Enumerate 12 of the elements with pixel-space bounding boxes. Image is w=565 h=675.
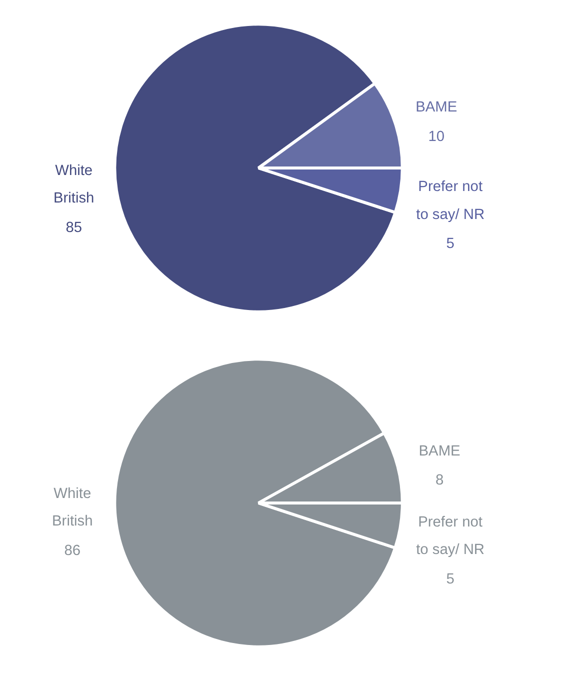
slice-label: Prefer not to say/ NR [416, 514, 485, 558]
slice-label: White British [53, 162, 94, 207]
data-label: 5 [446, 236, 454, 252]
data-label: 8 [435, 472, 444, 489]
data-label: 10 [428, 128, 445, 145]
slice-label: Prefer not to say/ NR [416, 179, 485, 223]
data-label: 5 [446, 571, 454, 588]
data-label: 85 [66, 220, 82, 236]
slice-label: BAME [418, 443, 461, 460]
slice-label: BAME [416, 100, 458, 116]
data-label: 86 [64, 542, 81, 559]
slice-label: White British [52, 486, 93, 530]
